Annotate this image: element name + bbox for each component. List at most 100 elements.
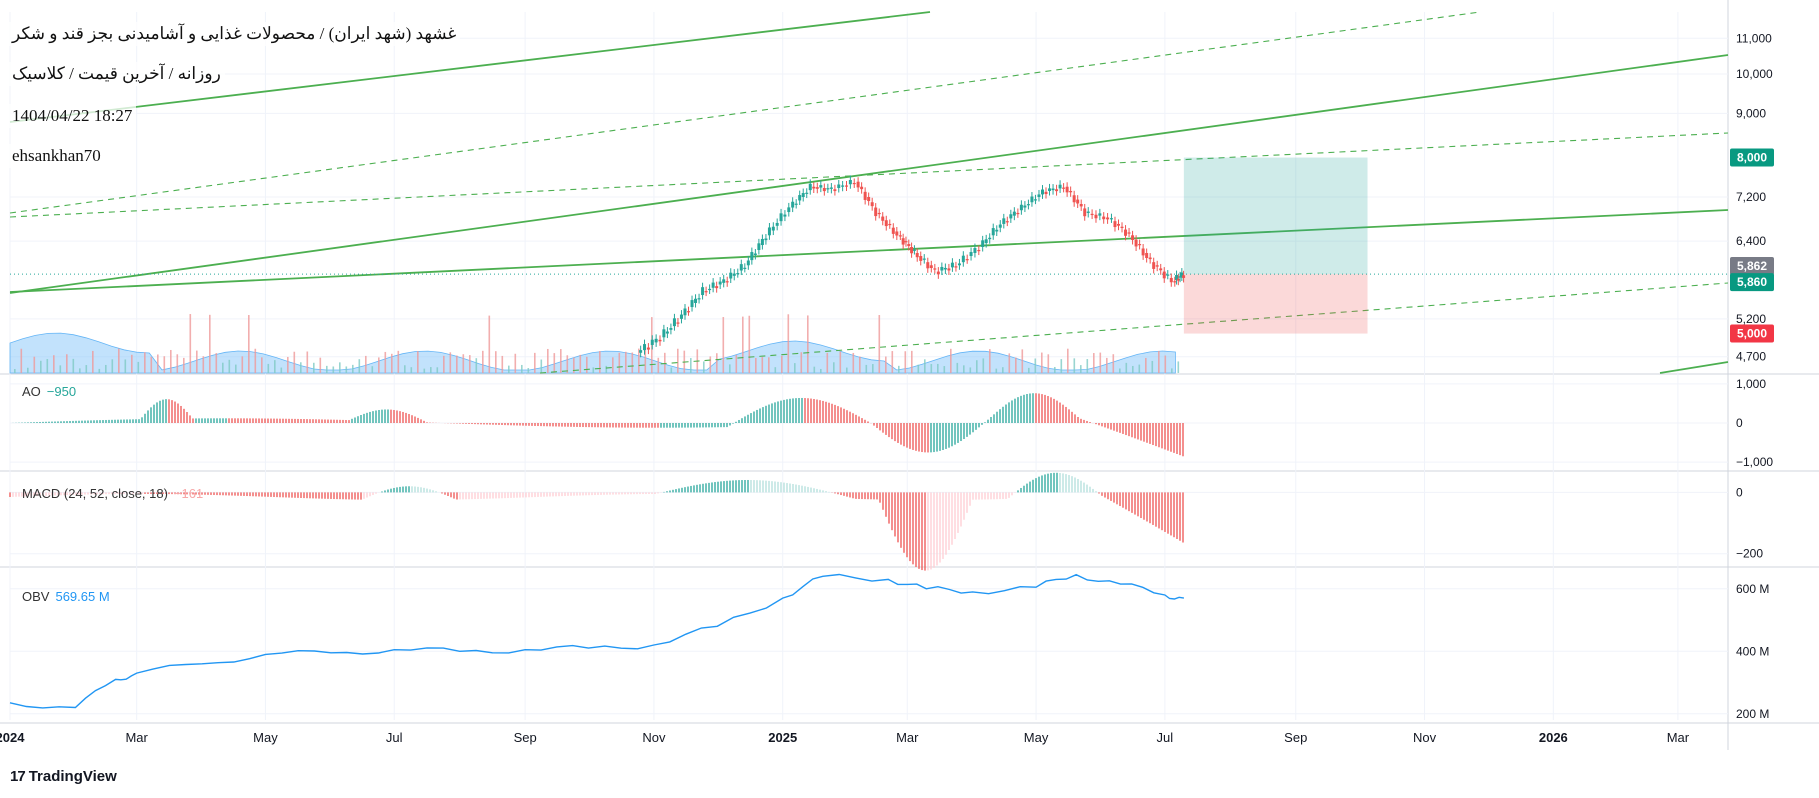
volume-bar [917,364,920,373]
candle [829,187,833,189]
candle [1176,278,1180,281]
volume-bar [761,357,764,373]
candle [815,187,819,189]
candle [995,229,999,232]
candle [856,181,860,188]
obv-value: 569.65 M [55,589,110,604]
candle [867,196,871,202]
volume-bar [644,350,647,373]
volume-bar [157,354,159,373]
candle [1162,271,1166,279]
macd-legend[interactable]: MACD (24, 52, close, 18) −161 [22,486,203,501]
candle [732,273,736,276]
macd-pane [9,472,1184,571]
volume-bar [1138,364,1141,373]
candle [881,216,885,221]
volume-bar [709,356,712,373]
candle [837,184,841,189]
volume-bar [839,351,842,373]
volume-bar [72,358,75,373]
price-badge [1730,256,1774,275]
price-tick-label: 4,700 [1736,350,1766,364]
chart-timestamp: 1404/04/22 18:27 [8,104,137,128]
candle [844,185,848,187]
candle [639,350,643,353]
candle [901,238,905,245]
volume-bar [332,366,335,373]
obv-legend[interactable]: OBV 569.65 M [22,589,110,604]
candle [943,267,947,270]
candle [852,182,856,185]
candle [822,188,826,192]
candle [947,268,951,271]
volume-bar [33,356,36,373]
candle [895,231,899,236]
volume-bar [495,351,497,373]
volume-bar [813,366,816,373]
candle [1069,190,1073,193]
volume-bar [1177,361,1180,373]
channel-line [1659,361,1729,374]
volume-bar [722,317,725,373]
volume-bar [293,351,296,373]
candle [981,240,985,248]
candle [1124,229,1128,236]
volume-bar [755,357,757,373]
macd-value: −161 [173,486,204,501]
candle [1134,239,1138,247]
ao-pane [12,393,1184,457]
tradingview-name: TradingView [28,768,117,785]
volume-bar [176,354,179,373]
candle [1072,195,1076,203]
candle [725,281,729,283]
volume-bar [482,350,484,373]
candle [753,253,757,256]
volume-bar [774,367,777,373]
bottom-axis[interactable]: 2024 Mar May Jul Sep Nov 2025 Mar May Jul Sep Nov 20… [0,730,1690,745]
candle [1155,265,1159,267]
candle [965,259,969,261]
volume-bar [261,357,263,373]
candle [877,212,881,215]
candle [1090,213,1094,216]
target-zone [1183,157,1368,275]
candle [1037,194,1041,197]
volume-bar [365,355,367,373]
volume-bar [540,359,543,373]
volume-bar [599,351,601,373]
volume-bar [1112,354,1115,373]
right-axis[interactable]: 11,000 10,000 9,000 7,200 6,400 5,200 4,700 8,0… [1730,31,1774,721]
macd-tick-label: −200 [1736,547,1763,561]
volume-bar [943,366,946,373]
volume-bar [300,362,302,373]
volume-bar [378,357,380,373]
candle [739,264,743,271]
volume-bar [729,364,731,373]
candle [646,347,650,350]
volume-bar [1086,359,1089,373]
volume-bar [163,356,166,373]
candle [915,252,919,258]
candle [912,249,916,251]
tradingview-logo[interactable]: 17 TradingView [10,768,117,785]
volume-bar [586,356,588,373]
volume-bar [1093,353,1095,373]
candle [1076,199,1080,204]
candle [760,238,764,246]
volume-bar [358,359,361,373]
candle [907,244,911,246]
candle [643,344,647,351]
volume-bar [553,353,556,373]
candle [1098,213,1102,216]
volume-bar [664,352,666,373]
volume-bar [716,353,718,373]
volume-bar [1041,352,1043,373]
candle [1109,218,1113,220]
candle [736,273,740,275]
volume-bar [638,348,640,373]
ao-legend[interactable]: AO −950 [22,384,76,399]
volume-bar [631,352,634,373]
candle [1079,203,1083,207]
volume-bar [46,359,49,373]
candle [812,186,816,189]
